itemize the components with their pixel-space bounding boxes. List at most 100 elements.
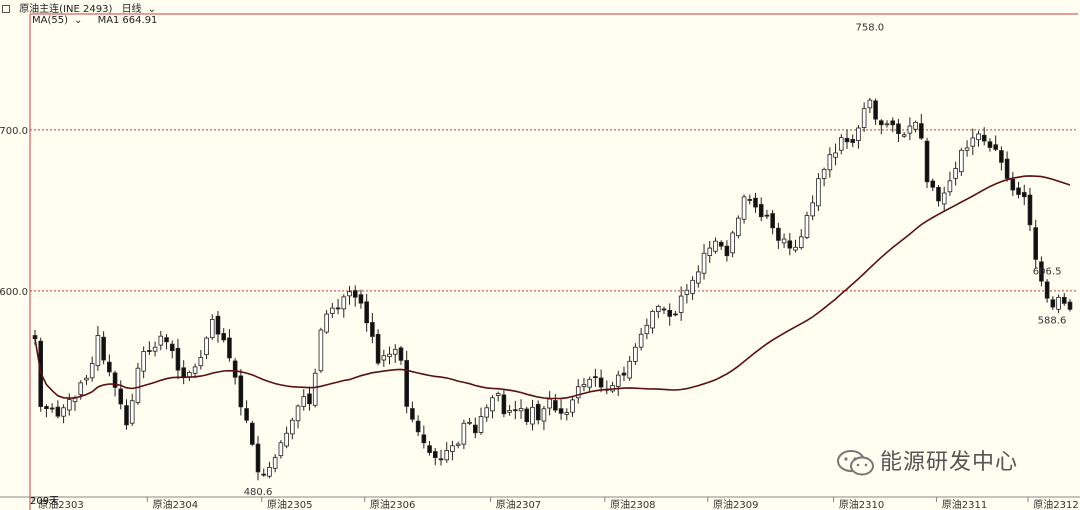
candle-body xyxy=(724,245,730,257)
menu-icon[interactable] xyxy=(2,5,10,13)
candle-body xyxy=(993,144,998,150)
candle-body xyxy=(621,372,627,376)
price-annotation: 480.6 xyxy=(244,487,273,498)
candle-body xyxy=(421,434,427,444)
x-tick-label: 原油2308 xyxy=(610,498,655,510)
price-annotation: 606.5 xyxy=(1033,266,1062,277)
candle-body xyxy=(112,372,118,388)
candle-body xyxy=(827,154,833,171)
candle-body xyxy=(364,301,369,324)
candle-body xyxy=(347,291,352,297)
candle-body xyxy=(473,424,478,434)
candle-body xyxy=(370,322,375,337)
candle-body xyxy=(810,202,815,217)
candle-body xyxy=(232,360,238,378)
candle-body xyxy=(61,407,66,417)
candle-body xyxy=(564,412,570,415)
candle-body xyxy=(987,141,993,148)
candle-body xyxy=(804,215,810,238)
period-label: 日线 xyxy=(121,4,142,15)
x-tick-label: 原油2306 xyxy=(370,498,415,510)
candle-body xyxy=(999,150,1004,163)
candle-body xyxy=(324,313,329,333)
candle-body xyxy=(513,409,518,412)
candle-body xyxy=(919,123,924,139)
candle-body xyxy=(701,252,707,274)
candle-body xyxy=(55,406,61,417)
candle-body xyxy=(764,214,770,217)
candle-body xyxy=(32,335,38,340)
candle-body xyxy=(124,405,129,426)
candle-body xyxy=(930,180,936,188)
candle-body xyxy=(856,127,861,142)
candle-body xyxy=(1016,187,1021,195)
candle-body xyxy=(844,137,850,143)
candle-body xyxy=(301,396,307,407)
candle-body xyxy=(793,246,798,251)
candle-body xyxy=(49,407,55,410)
candle-body xyxy=(936,187,941,202)
candle-body xyxy=(1050,299,1056,308)
candle-body xyxy=(467,421,472,424)
candle-body xyxy=(221,333,226,341)
candle-body xyxy=(730,232,735,254)
candle-body xyxy=(656,305,661,313)
ma1-label: MA1 xyxy=(97,15,120,26)
candle-body xyxy=(821,168,827,179)
candle-body xyxy=(312,372,318,406)
candle-body xyxy=(318,329,324,372)
candle-body xyxy=(558,408,564,414)
candle-body xyxy=(959,149,964,173)
candle-body xyxy=(67,399,72,411)
candle-body xyxy=(181,367,186,378)
candle-body xyxy=(770,213,775,229)
candle-body xyxy=(358,294,364,304)
candle-body xyxy=(272,457,278,469)
candle-body xyxy=(118,388,124,405)
candle-body xyxy=(152,346,158,352)
candle-body xyxy=(530,406,535,425)
symbol-label[interactable]: 原油主连(INE 2493) xyxy=(19,4,113,15)
period-selector[interactable]: 日线 ⌄ xyxy=(122,0,162,15)
candle-body xyxy=(404,360,409,407)
candle-body xyxy=(192,366,198,374)
candle-body xyxy=(455,443,461,446)
x-tick-label: 原油2310 xyxy=(839,498,884,510)
candle-body xyxy=(964,147,970,151)
candle-body xyxy=(129,400,135,424)
candle-body xyxy=(661,308,667,311)
x-tick-label: 原油2305 xyxy=(267,498,312,510)
candle-body xyxy=(518,408,524,412)
candle-body xyxy=(598,377,604,388)
candle-body xyxy=(284,432,289,447)
candle-body xyxy=(78,382,84,395)
candle-body xyxy=(913,121,918,130)
candle-body xyxy=(278,442,284,457)
candle-body xyxy=(833,152,838,158)
candle-body xyxy=(507,410,512,413)
candle-body xyxy=(238,375,244,408)
candle-body xyxy=(478,416,484,433)
candle-body xyxy=(381,355,387,361)
candle-body xyxy=(1067,301,1073,310)
candle-body xyxy=(147,350,152,352)
candle-body xyxy=(1004,158,1010,179)
x-tick-label: 原油2311 xyxy=(942,498,987,510)
day-count-label: 209天 xyxy=(30,496,59,507)
x-tick-label: 原油2312 xyxy=(1033,498,1078,510)
candle-body xyxy=(244,408,249,421)
candle-body xyxy=(352,290,358,298)
candle-body xyxy=(438,458,444,461)
candle-body xyxy=(164,337,169,343)
candle-body xyxy=(696,271,701,284)
ma-selector[interactable]: MA(55) ⌄ xyxy=(32,15,88,26)
candle-body xyxy=(84,377,89,381)
candle-body xyxy=(690,279,695,294)
x-tick-label: 原油2307 xyxy=(496,498,541,510)
candle-body xyxy=(215,315,221,335)
candle-body xyxy=(553,400,558,411)
ma1-value: 664.91 xyxy=(122,15,158,26)
candle-body xyxy=(450,445,455,452)
